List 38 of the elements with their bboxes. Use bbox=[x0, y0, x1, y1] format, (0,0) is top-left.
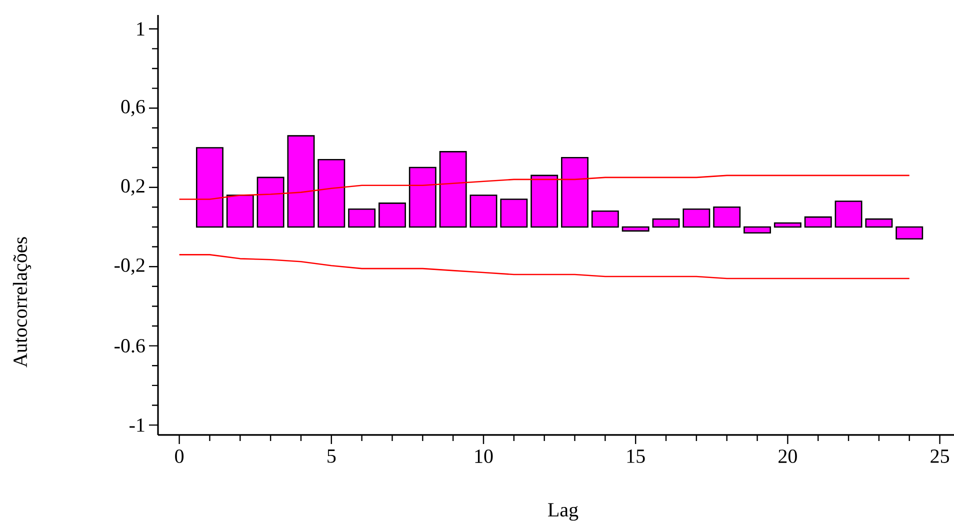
y-tick-label: 0,6 bbox=[121, 100, 145, 116]
bar bbox=[226, 194, 254, 228]
bar bbox=[713, 206, 741, 228]
y-tick-label: -1 bbox=[130, 418, 144, 432]
x-tick-label: 15 bbox=[627, 450, 645, 463]
bar bbox=[774, 222, 802, 228]
bar bbox=[196, 147, 224, 228]
bar bbox=[834, 200, 862, 228]
y-tick-label: -0,2 bbox=[114, 258, 144, 275]
x-tick-label: 5 bbox=[328, 450, 336, 463]
y-tick-label: -0.6 bbox=[114, 339, 145, 353]
bar bbox=[591, 210, 619, 228]
x-tick-label: 20 bbox=[778, 450, 797, 464]
bar bbox=[318, 158, 346, 228]
x-tick-label: 10 bbox=[475, 450, 493, 464]
bar bbox=[652, 218, 680, 228]
x-tick-label: 25 bbox=[930, 450, 950, 463]
bar bbox=[348, 208, 376, 228]
bar bbox=[470, 194, 498, 228]
bar bbox=[682, 208, 710, 228]
bar bbox=[561, 156, 588, 228]
bar bbox=[256, 176, 284, 228]
bar bbox=[865, 218, 893, 228]
y-axis-title: Autocorrelações bbox=[12, 237, 32, 368]
bar bbox=[439, 151, 467, 228]
bar bbox=[622, 226, 650, 232]
bar bbox=[500, 198, 528, 228]
y-tick-label: 1 bbox=[137, 22, 144, 36]
bar bbox=[896, 226, 924, 240]
bar bbox=[287, 135, 315, 228]
x-tick-label: 0 bbox=[175, 450, 184, 464]
bar bbox=[378, 202, 406, 228]
x-axis-title: Lag bbox=[548, 503, 578, 521]
bar bbox=[408, 166, 436, 228]
y-tick-label: 0,2 bbox=[121, 179, 144, 196]
bar bbox=[530, 174, 558, 228]
bar bbox=[744, 226, 771, 234]
bar bbox=[804, 216, 832, 228]
